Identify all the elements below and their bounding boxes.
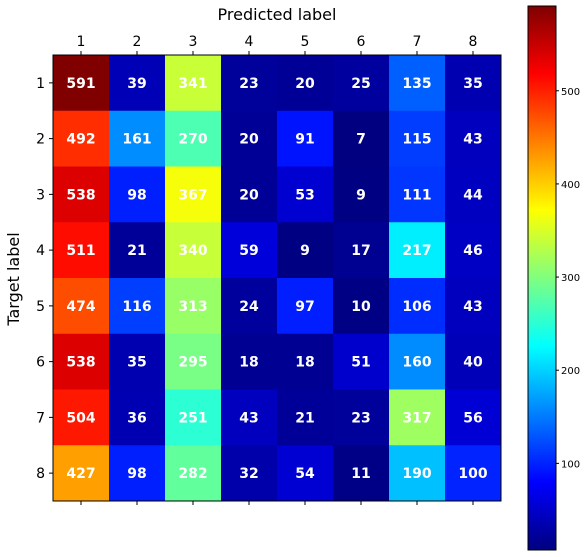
y-axis-ticks: 1 2 3 4 5 6 7 8 <box>36 76 53 482</box>
x-tick-label: 7 <box>413 34 422 50</box>
cell-value-label: 32 <box>239 466 258 482</box>
cell-value-label: 43 <box>239 410 258 426</box>
colorbar-tick-label: 400 <box>561 180 580 191</box>
colorbar-ticks: 100 200 300 400 500 <box>556 87 580 471</box>
cell-value-label: 53 <box>295 187 314 203</box>
colorbar-gradient <box>528 6 556 550</box>
cell-value-label: 21 <box>127 243 146 259</box>
heatmap-cells <box>53 55 502 502</box>
cell-value-label: 341 <box>178 76 207 92</box>
cell-value-label: 11 <box>351 466 370 482</box>
cell-value-label: 100 <box>458 466 487 482</box>
cell-value-label: 115 <box>402 132 431 148</box>
cell-value-label: 18 <box>295 355 314 371</box>
cell-value-label: 46 <box>463 243 482 259</box>
cell-value-label: 10 <box>351 299 371 315</box>
cell-value-label: 59 <box>239 243 258 259</box>
cell-value-label: 367 <box>178 187 207 203</box>
cell-value-label: 20 <box>295 76 315 92</box>
cell-value-label: 111 <box>402 187 431 203</box>
cell-value-label: 116 <box>122 299 151 315</box>
cell-value-label: 474 <box>66 299 95 315</box>
cell-value-label: 23 <box>351 410 370 426</box>
colorbar: 100 200 300 400 500 <box>528 6 580 550</box>
cell-value-label: 217 <box>402 243 431 259</box>
x-tick-label: 2 <box>133 34 142 50</box>
cell-value-label: 35 <box>127 355 146 371</box>
y-axis-title: Target label <box>4 232 23 326</box>
cell-value-label: 160 <box>402 355 431 371</box>
cell-value-label: 23 <box>239 76 258 92</box>
x-tick-label: 6 <box>357 34 366 50</box>
cell-value-label: 44 <box>463 187 483 203</box>
cell-value-label: 98 <box>127 187 146 203</box>
cell-value-label: 51 <box>351 355 370 371</box>
cell-value-label: 161 <box>122 132 151 148</box>
x-tick-label: 8 <box>469 34 478 50</box>
cell-value-label: 251 <box>178 410 207 426</box>
cell-value-label: 538 <box>66 355 95 371</box>
cell-value-label: 21 <box>295 410 314 426</box>
cell-value-label: 36 <box>127 410 146 426</box>
y-tick-label: 5 <box>36 299 45 315</box>
y-tick-label: 7 <box>36 410 45 426</box>
cell-value-label: 18 <box>239 355 258 371</box>
cell-value-label: 39 <box>127 76 146 92</box>
x-tick-label: 1 <box>77 34 86 50</box>
cell-value-label: 9 <box>356 187 366 203</box>
cell-value-label: 35 <box>463 76 482 92</box>
cell-value-label: 295 <box>178 355 207 371</box>
y-tick-label: 3 <box>36 187 45 203</box>
cell-value-label: 56 <box>463 410 482 426</box>
x-tick-label: 5 <box>301 34 310 50</box>
cell-value-label: 7 <box>356 132 366 148</box>
cell-value-label: 54 <box>295 466 315 482</box>
colorbar-tick-label: 500 <box>561 87 580 98</box>
cell-value-label: 106 <box>402 299 431 315</box>
cell-value-label: 511 <box>66 243 95 259</box>
x-axis-title: Predicted label <box>218 5 337 24</box>
cell-value-label: 190 <box>402 466 431 482</box>
cell-value-label: 20 <box>239 132 259 148</box>
cell-value-label: 43 <box>463 299 482 315</box>
cell-value-label: 492 <box>66 132 95 148</box>
cell-value-label: 427 <box>66 466 95 482</box>
y-tick-label: 8 <box>36 466 45 482</box>
cell-value-label: 282 <box>178 466 207 482</box>
cell-value-label: 20 <box>239 187 259 203</box>
cell-value-label: 504 <box>66 410 95 426</box>
cell-value-label: 591 <box>66 76 95 92</box>
cell-value-label: 317 <box>402 410 431 426</box>
cell-value-label: 24 <box>239 299 259 315</box>
cell-value-label: 97 <box>295 299 314 315</box>
cell-value-label: 25 <box>351 76 370 92</box>
cell-value-label: 9 <box>300 243 310 259</box>
cell-value-label: 270 <box>178 132 207 148</box>
y-tick-label: 4 <box>36 243 45 259</box>
cell-value-label: 91 <box>295 132 314 148</box>
y-tick-label: 1 <box>36 76 45 92</box>
cell-value-label: 40 <box>463 355 483 371</box>
cell-value-label: 98 <box>127 466 146 482</box>
cell-value-label: 340 <box>178 243 207 259</box>
x-tick-label: 3 <box>189 34 198 50</box>
cell-value-label: 313 <box>178 299 207 315</box>
colorbar-tick-label: 200 <box>561 366 580 377</box>
x-tick-label: 4 <box>245 34 254 50</box>
cell-value-label: 135 <box>402 76 431 92</box>
colorbar-tick-label: 100 <box>561 459 580 470</box>
colorbar-tick-label: 300 <box>561 273 580 284</box>
cell-value-label: 43 <box>463 132 482 148</box>
cell-value-label: 17 <box>351 243 370 259</box>
cell-value-label: 538 <box>66 187 95 203</box>
y-tick-label: 6 <box>36 355 45 371</box>
y-tick-label: 2 <box>36 132 45 148</box>
